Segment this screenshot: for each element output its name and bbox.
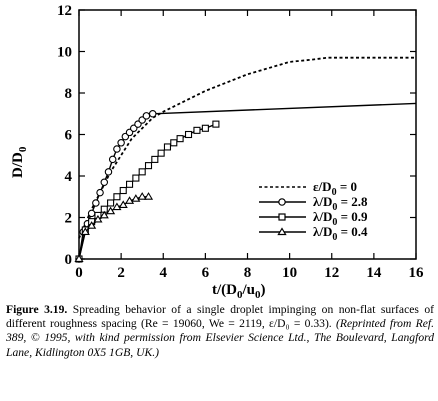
series-2 — [75, 120, 220, 263]
series-0 — [78, 56, 416, 239]
data-point-circle — [100, 178, 109, 186]
data-point-triangle — [106, 206, 116, 215]
data-point-square — [144, 162, 153, 170]
x-tick-label: 10 — [282, 265, 297, 281]
data-point-square — [157, 149, 165, 157]
legend: ε/D0 = 0 λ/D0 = 2.8 λ/D0 = 0.9 λ/D0 = 0.… — [259, 179, 368, 243]
x-tick-label: 0 — [75, 265, 83, 281]
data-point-triangle — [143, 192, 154, 200]
x-tick-label: 8 — [244, 265, 252, 281]
data-point-triangle — [99, 210, 109, 219]
x-tick-label: 6 — [202, 265, 210, 281]
x-title-end: ) — [261, 282, 266, 298]
data-point-circle — [87, 209, 96, 218]
x-tick-label: 2 — [117, 265, 125, 281]
data-point-square — [176, 135, 184, 143]
x-tick-label: 16 — [409, 265, 425, 281]
series-3 — [74, 192, 154, 262]
x-title-sub2: 0 — [255, 289, 261, 300]
caption-credit: (Reprinted from Ref. 389, © 1995, with k… — [6, 317, 434, 359]
legend-label-1: λ/D0 = 2.8 — [313, 194, 368, 213]
caption-text: Spreading behavior of a single droplet i… — [6, 303, 435, 331]
legend-label-0: ε/D0 = 0 — [313, 179, 357, 198]
legend-marker-square — [278, 213, 286, 221]
data-point-triangle — [131, 194, 141, 202]
data-point-square — [184, 130, 193, 139]
x-title-main: t/(D — [212, 282, 237, 298]
data-point-circle — [142, 112, 151, 120]
data-point-square — [113, 193, 121, 201]
series-layer — [74, 56, 417, 263]
data-point-square — [193, 126, 201, 134]
caption-label: Figure 3.19. — [6, 303, 68, 316]
data-point-triangle — [74, 254, 84, 262]
data-point-triangle — [87, 221, 97, 229]
y-axis-title-sub: 0 — [17, 146, 29, 152]
y-axis-title-main: D/D — [10, 152, 26, 178]
data-point-square — [126, 180, 134, 188]
data-point-triangle — [93, 214, 103, 223]
data-point-triangle — [137, 192, 147, 200]
y-tick-label: 0 — [65, 252, 73, 268]
y-tick-label: 10 — [57, 45, 72, 61]
data-point-circle — [92, 199, 100, 207]
data-point-square — [138, 168, 146, 176]
legend-marker-triangle — [277, 227, 287, 236]
series-line — [78, 113, 153, 260]
x-tick-label: 4 — [160, 265, 168, 281]
data-point-square — [132, 174, 140, 182]
y-tick-label: 4 — [65, 169, 73, 185]
x-tick-label: 14 — [366, 265, 382, 281]
x-axis-ticks: 0 2 4 6 8 10 12 14 16 — [75, 10, 424, 281]
legend-label-3: λ/D0 = 0.4 — [313, 224, 368, 243]
data-point-circle — [117, 139, 125, 147]
legend-marker-circle — [278, 198, 286, 206]
figure-caption: Figure 3.19. Spreading behavior of a sin… — [6, 303, 434, 360]
data-point-circle — [113, 145, 121, 153]
x-title-sub1: 0 — [237, 289, 243, 300]
data-point-circle — [108, 155, 117, 164]
data-point-triangle — [124, 196, 135, 204]
x-axis-title: t/(D0/u0) — [212, 282, 266, 300]
data-point-circle — [148, 110, 157, 118]
y-axis-title: D/D0 — [10, 146, 29, 178]
data-point-square — [163, 143, 172, 151]
data-point-circle — [96, 188, 104, 197]
y-tick-label: 2 — [65, 211, 73, 227]
legend-label-2: λ/D0 = 0.9 — [313, 209, 368, 228]
y-tick-label: 6 — [65, 128, 73, 144]
data-point-square — [201, 124, 209, 132]
data-point-square — [212, 120, 220, 128]
data-point-triangle — [118, 200, 128, 208]
y-tick-label: 12 — [57, 3, 72, 19]
data-point-triangle — [80, 227, 90, 235]
data-point-square — [107, 199, 115, 207]
series-line — [78, 56, 416, 239]
data-point-square — [151, 155, 159, 163]
data-point-triangle — [112, 202, 122, 211]
series-trend-line — [152, 102, 417, 115]
data-point-circle — [104, 168, 113, 176]
x-title-mid: /u — [242, 282, 256, 298]
y-axis-ticks: 0 2 4 6 8 10 12 — [57, 3, 416, 268]
y-tick-label: 8 — [65, 86, 73, 102]
x-tick-label: 12 — [324, 265, 339, 281]
data-point-square — [119, 186, 127, 195]
data-point-square — [170, 139, 178, 147]
